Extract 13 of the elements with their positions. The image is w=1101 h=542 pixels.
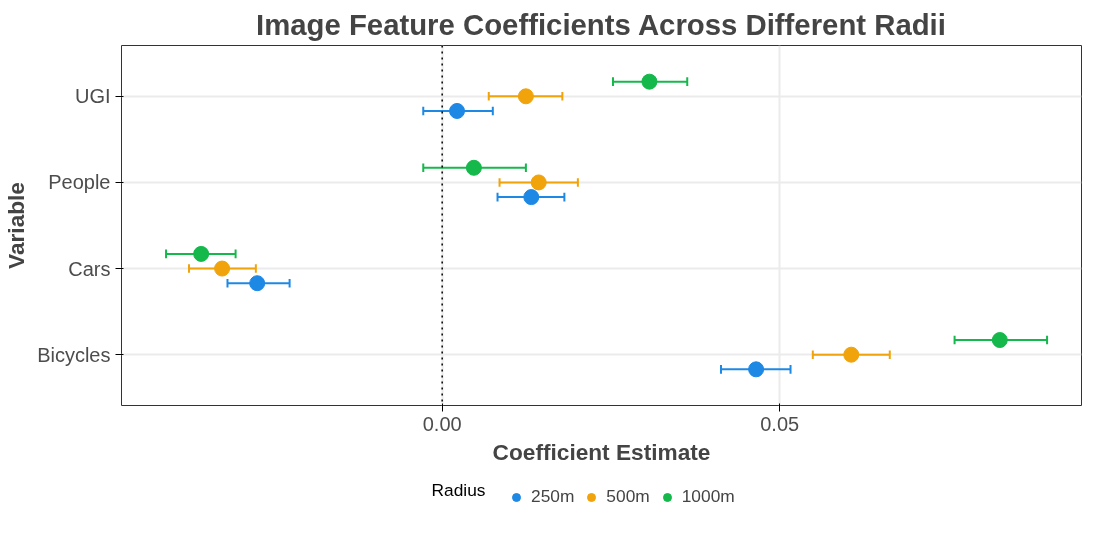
chart-title: Image Feature Coefficients Across Different Radii	[255, 7, 946, 41]
legend-label: 500m	[606, 486, 650, 507]
legend-label: 250m	[531, 486, 575, 507]
x-tick-label: 0.05	[760, 412, 800, 435]
x-axis-title: Coefficient Estimate	[492, 438, 711, 465]
legend-label: 1000m	[681, 486, 735, 507]
y-axis-title: Variable	[3, 182, 30, 269]
y-tick-label: Cars	[68, 257, 111, 280]
y-tick-label: Bicycles	[37, 343, 111, 366]
y-tick-label: UGI	[74, 85, 111, 108]
y-tick-label: People	[48, 171, 111, 194]
legend-title: Radius	[431, 479, 486, 500]
x-tick-label: 0.00	[422, 412, 462, 435]
